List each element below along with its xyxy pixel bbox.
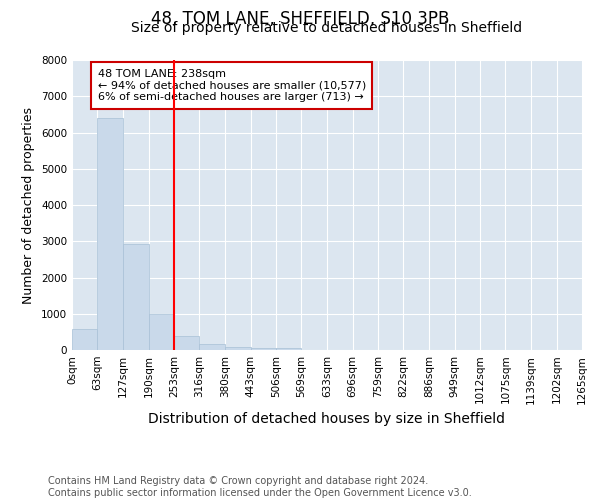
Text: 48, TOM LANE, SHEFFIELD, S10 3PB: 48, TOM LANE, SHEFFIELD, S10 3PB [151,10,449,28]
Title: Size of property relative to detached houses in Sheffield: Size of property relative to detached ho… [131,21,523,35]
Bar [199,344,225,350]
X-axis label: Distribution of detached houses by size in Sheffield: Distribution of detached houses by size … [149,412,505,426]
Bar [276,348,301,350]
Bar [251,348,276,350]
Bar [72,330,97,350]
Bar [123,244,149,350]
Bar [225,346,251,350]
Bar [97,118,123,350]
Text: Contains HM Land Registry data © Crown copyright and database right 2024.
Contai: Contains HM Land Registry data © Crown c… [48,476,472,498]
Bar [174,336,199,350]
Bar [149,314,174,350]
Y-axis label: Number of detached properties: Number of detached properties [22,106,35,304]
Text: 48 TOM LANE: 238sqm
← 94% of detached houses are smaller (10,577)
6% of semi-det: 48 TOM LANE: 238sqm ← 94% of detached ho… [97,68,366,102]
